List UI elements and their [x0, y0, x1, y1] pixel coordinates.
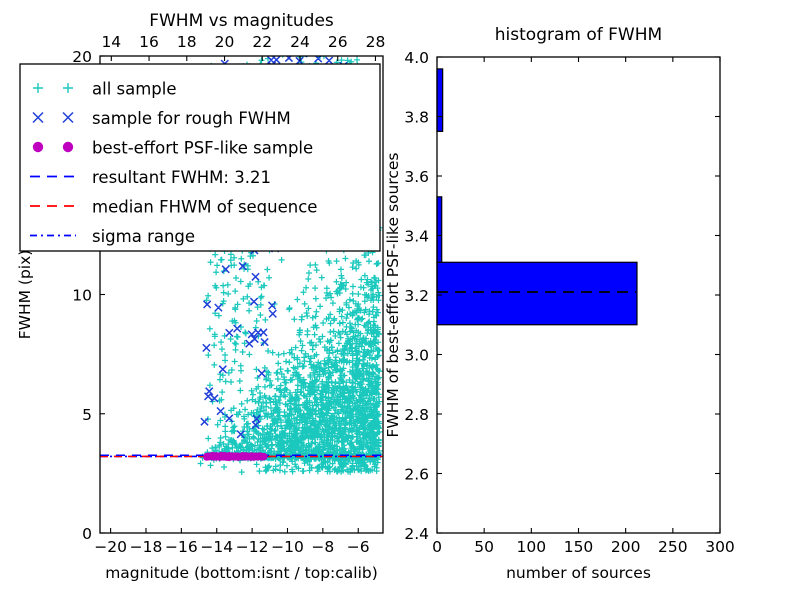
top-xtick-label: 16	[139, 33, 159, 51]
legend-item-label: all sample	[92, 80, 177, 99]
histogram-bar	[436, 68, 444, 132]
legend-item-label: best-effort PSF-like sample	[92, 139, 313, 158]
ytick-label: 5	[82, 406, 92, 424]
top-xtick-label: 24	[290, 33, 310, 51]
scatter-xlabel: magnitude (bottom:isnt / top:calib)	[105, 564, 378, 582]
hist-ytick-label: 4.0	[404, 49, 429, 67]
xtick-label: −6	[347, 538, 370, 556]
legend-plus-icon	[33, 83, 73, 93]
ytick-label: 10	[72, 287, 92, 305]
histogram-xlabel: number of sources	[506, 564, 651, 582]
scatter-title: FWHM vs magnitudes	[149, 11, 334, 31]
psf-dot	[236, 452, 243, 460]
hist-ytick-label: 2.4	[404, 525, 429, 543]
hist-xtick-label: 150	[564, 538, 594, 556]
histogram-bar	[436, 196, 443, 263]
legend-item-label: median FHWM of sequence	[92, 198, 317, 217]
xtick-label: −12	[236, 538, 269, 556]
hist-ytick-label: 3.2	[404, 287, 429, 305]
xtick-label: −10	[271, 538, 304, 556]
xtick-label: −18	[130, 538, 163, 556]
psf-dot	[216, 452, 224, 460]
legend-dot-icon	[32, 141, 44, 153]
legend-cross-icon	[32, 111, 74, 124]
legend-item[interactable]: sigma range	[30, 227, 195, 246]
ytick-label: 20	[72, 48, 92, 66]
hist-ytick-label: 3.0	[404, 347, 429, 365]
hist-xtick-label: 200	[611, 538, 641, 556]
scatter-axes: −20 −18 −16 −14 −12 −10 −8 −6 14 16 18 20 22 24 26 28 0 5…	[16, 11, 385, 582]
scatter-ylabel: FWHM (pix)	[16, 250, 34, 340]
ytick-label: 0	[82, 525, 92, 543]
hist-ytick-label: 3.8	[404, 109, 429, 127]
hist-ytick-label: 3.6	[404, 168, 429, 186]
histogram-title: histogram of FWHM	[495, 25, 662, 45]
top-xtick-label: 26	[328, 33, 348, 51]
legend-box	[19, 63, 381, 252]
histogram-bar	[436, 261, 638, 326]
hist-xtick-label: 250	[658, 538, 688, 556]
xtick-label: −20	[94, 538, 127, 556]
legend-item-label: sample for rough FWHM	[92, 109, 291, 128]
hist-xtick-label: 100	[517, 538, 547, 556]
legend-dot-icon	[62, 141, 74, 153]
legend-item[interactable]: sample for rough FWHM	[32, 109, 291, 128]
hist-xtick-label: 0	[432, 538, 442, 556]
legend-item-label: resultant FWHM: 3.21	[92, 168, 271, 187]
legend-item-label: sigma range	[92, 227, 195, 246]
legend-item[interactable]: all sample	[33, 80, 177, 99]
hist-ytick-label: 3.4	[404, 228, 429, 246]
psf-sample-markers	[203, 451, 268, 461]
histogram-ylabel: FWHM of best-effort PSF-like sources	[384, 152, 402, 437]
top-xtick-label: 22	[252, 33, 272, 51]
histogram-panel	[436, 68, 638, 326]
histogram-axes: 0 50 100 150 200 250 300 2.4 2.6 2.8 3.0 3.2 3.4 3.6 3…	[384, 25, 735, 582]
psf-dot	[222, 452, 230, 460]
xtick-label: −16	[165, 538, 198, 556]
legend-item[interactable]: resultant FWHM: 3.21	[30, 168, 271, 187]
legend: all sample sample for rough FWHM best-effo…	[19, 63, 381, 252]
psf-dot	[257, 453, 265, 460]
top-xtick-label: 14	[101, 33, 121, 51]
psf-dot	[245, 453, 252, 460]
hist-xtick-label: 50	[474, 538, 494, 556]
top-xtick-label: 18	[177, 33, 197, 51]
hist-xtick-label: 300	[705, 538, 735, 556]
legend-item[interactable]: median FHWM of sequence	[30, 198, 317, 217]
top-xtick-label: 20	[215, 33, 235, 51]
legend-item[interactable]: best-effort PSF-like sample	[32, 139, 313, 158]
hist-ytick-label: 2.8	[404, 406, 429, 424]
xtick-label: −14	[200, 538, 233, 556]
top-xtick-label: 28	[366, 33, 386, 51]
psf-dot	[209, 452, 217, 460]
hist-ytick-label: 2.6	[404, 466, 429, 484]
xtick-label: −8	[311, 538, 334, 556]
